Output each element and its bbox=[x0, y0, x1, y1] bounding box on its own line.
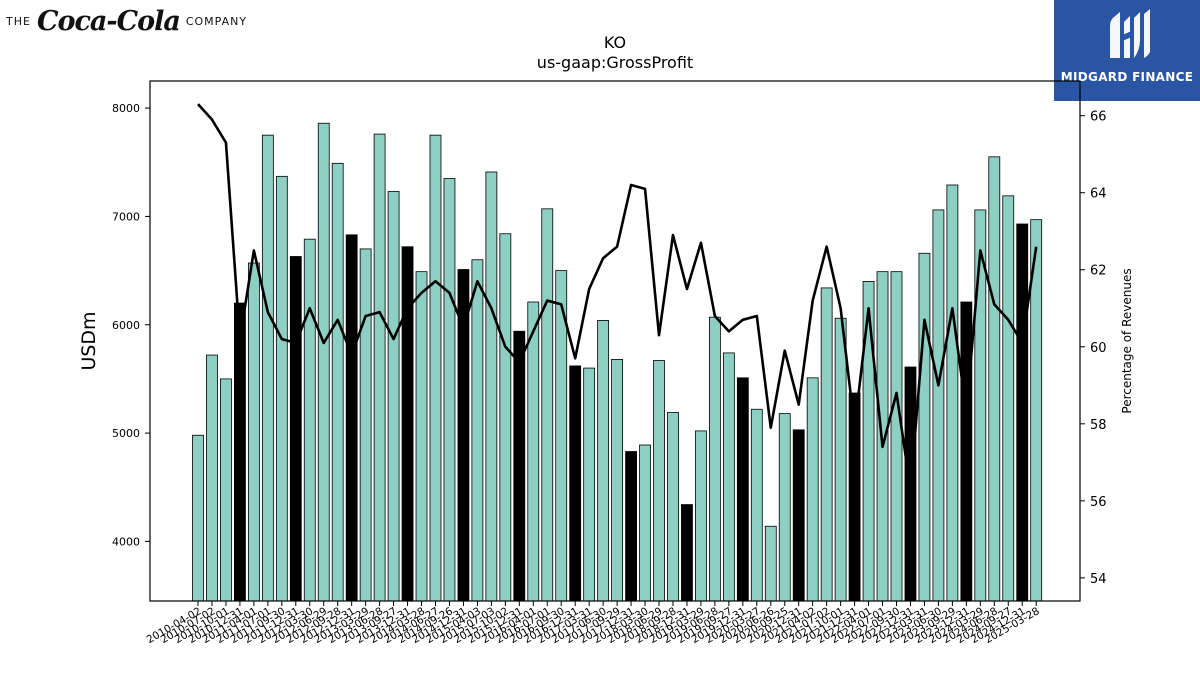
y-tick-label: 4000 bbox=[112, 535, 140, 548]
bar bbox=[1016, 223, 1029, 602]
bar bbox=[331, 162, 344, 602]
bar bbox=[988, 156, 1001, 602]
bar bbox=[429, 134, 442, 602]
line-series bbox=[197, 103, 1038, 491]
y2-tick-label: 54 bbox=[1090, 572, 1107, 587]
x-axis: 2010-04-022010-07-022010-10-012010-12-31… bbox=[145, 601, 1042, 646]
midgard-monogram-icon bbox=[1110, 9, 1150, 58]
bar bbox=[345, 234, 358, 602]
bar bbox=[750, 408, 763, 602]
bar bbox=[192, 434, 204, 602]
bar bbox=[792, 429, 805, 602]
bar bbox=[611, 359, 623, 602]
bar bbox=[359, 248, 372, 602]
bar bbox=[960, 301, 973, 602]
bar bbox=[946, 184, 959, 602]
bar bbox=[373, 133, 386, 602]
bar bbox=[932, 209, 945, 602]
y2-tick-label: 62 bbox=[1090, 264, 1107, 279]
coca-cola-logo: THE Coca-Cola COMPANY bbox=[6, 2, 247, 40]
bar bbox=[834, 317, 847, 602]
logo-brand-text: MIDGARD FINANCE bbox=[1060, 70, 1194, 84]
bar bbox=[289, 256, 302, 602]
bar bbox=[736, 377, 749, 602]
bar bbox=[247, 262, 260, 602]
bar bbox=[387, 191, 400, 602]
bar bbox=[499, 233, 512, 602]
bar bbox=[317, 122, 330, 602]
bar bbox=[220, 378, 232, 602]
bar bbox=[862, 281, 875, 602]
left-y-axis: 4000 5000 6000 7000 8000 bbox=[112, 102, 150, 548]
bar bbox=[513, 330, 526, 602]
bar bbox=[569, 365, 582, 602]
bar bbox=[303, 238, 316, 602]
y-tick-label: 5000 bbox=[112, 427, 140, 440]
bar bbox=[206, 354, 218, 602]
bar bbox=[415, 271, 428, 602]
bar bbox=[820, 287, 833, 602]
bar bbox=[625, 451, 637, 602]
bar bbox=[695, 430, 707, 602]
midgard-finance-logo: MIDGARD FINANCE bbox=[1054, 0, 1200, 101]
percentage-line bbox=[197, 103, 1038, 491]
y2-tick-label: 64 bbox=[1090, 187, 1107, 202]
bar bbox=[1002, 195, 1015, 602]
y2-tick-label: 58 bbox=[1090, 418, 1107, 433]
bar bbox=[778, 413, 791, 602]
logo-prefix: THE bbox=[6, 14, 31, 28]
bar bbox=[890, 271, 903, 602]
y2-axis-label: Percentage of Revenues bbox=[1120, 268, 1134, 413]
logo-suffix: COMPANY bbox=[185, 14, 248, 28]
plot-frame bbox=[149, 80, 1081, 602]
y2-tick-label: 66 bbox=[1090, 110, 1107, 125]
bar bbox=[443, 178, 456, 602]
y-axis-label: USDm bbox=[78, 311, 100, 370]
chart-title: KO bbox=[604, 33, 626, 52]
bar bbox=[401, 246, 414, 602]
bar bbox=[597, 320, 610, 602]
bar bbox=[722, 352, 735, 602]
bar bbox=[485, 171, 498, 602]
bar bbox=[667, 412, 679, 602]
bar bbox=[918, 252, 931, 602]
bar bbox=[261, 134, 274, 602]
logo-script: Coca-Cola bbox=[36, 5, 181, 37]
bar-series bbox=[192, 122, 1043, 602]
chart-subtitle: us-gaap:GrossProfit bbox=[537, 53, 693, 72]
bar bbox=[806, 377, 819, 602]
bar bbox=[681, 504, 693, 602]
y2-tick-label: 60 bbox=[1090, 341, 1107, 356]
bar bbox=[708, 316, 721, 602]
bar bbox=[639, 444, 651, 602]
bar bbox=[275, 175, 288, 602]
bar bbox=[234, 302, 246, 602]
bar bbox=[764, 525, 777, 602]
bar bbox=[583, 367, 596, 602]
bar bbox=[527, 301, 540, 602]
y-tick-label: 6000 bbox=[112, 319, 140, 332]
y2-tick-label: 56 bbox=[1090, 495, 1107, 510]
y-tick-label: 7000 bbox=[112, 210, 140, 223]
y-tick-label: 8000 bbox=[112, 102, 140, 115]
right-y-axis: 54 56 58 60 62 64 66 bbox=[1080, 110, 1107, 587]
bar bbox=[541, 208, 554, 602]
bar bbox=[653, 360, 665, 602]
bar bbox=[471, 259, 484, 602]
